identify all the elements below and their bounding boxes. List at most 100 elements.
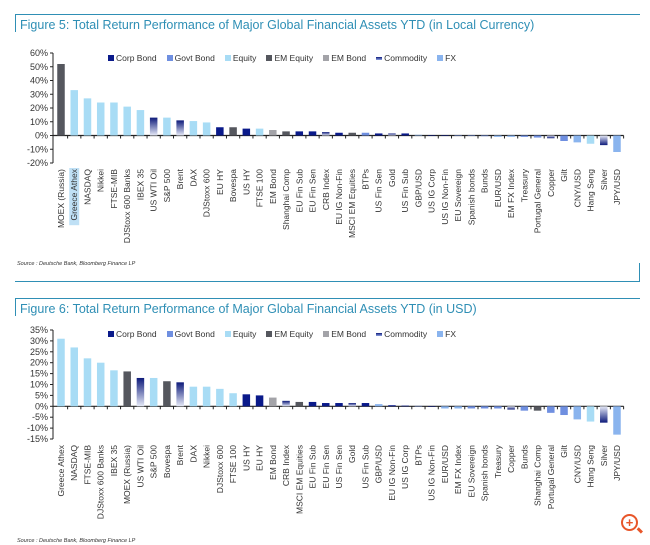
y-tick-label: 15% xyxy=(30,369,48,379)
x-tick-label: FTSE-MIB xyxy=(109,169,119,209)
legend-label: EM Equity xyxy=(274,53,314,63)
bar-eu-fin-sub xyxy=(295,131,304,136)
x-tick-label: EU Fin Sen xyxy=(321,445,331,489)
legend-item-em-bond: EM Bond xyxy=(323,329,366,339)
bar-copper xyxy=(547,135,555,139)
legend-item-equity: Equity xyxy=(224,53,257,63)
legend-swatch xyxy=(266,55,273,61)
bar-nasdaq xyxy=(83,98,92,136)
figure6-border-left xyxy=(15,298,16,316)
bar-eu-fin-sub xyxy=(308,401,317,407)
x-tick-label: EM Bond xyxy=(268,445,278,480)
legend-swatch xyxy=(323,55,330,61)
x-tick-label: JPY/USD xyxy=(612,445,622,481)
x-tick-label: Spanish bonds xyxy=(466,169,476,225)
x-tick-label: Bunds xyxy=(519,445,529,469)
x-tick-label: EM Bond xyxy=(268,169,278,204)
x-tick-label: Nikkei xyxy=(96,169,106,192)
bar-crb-index xyxy=(322,132,330,136)
bar-em-bond xyxy=(269,130,277,136)
y-tick-label: -10% xyxy=(27,423,48,433)
bar-em-fx-index xyxy=(454,406,462,409)
legend-swatch xyxy=(323,331,330,337)
x-tick-label: JPY/USD xyxy=(612,169,622,205)
legend-label: Equity xyxy=(232,53,257,63)
x-tick-label: US IG Non-Fin xyxy=(440,169,450,225)
x-tick-label: Greece Athex xyxy=(69,168,79,220)
bar-nikkei xyxy=(96,102,105,136)
x-tick-label: DJStoxx 600 Banks xyxy=(96,445,106,519)
bar-btps xyxy=(361,132,370,136)
bar-portugal-general xyxy=(533,135,542,138)
bar-eu-ig-non-fin xyxy=(335,132,343,136)
x-tick-label: Gilt xyxy=(559,444,569,457)
x-tick-label: US Fin Sen xyxy=(334,445,344,489)
x-tick-label: Treasury xyxy=(493,444,503,478)
x-tick-label: EM FX Index xyxy=(453,444,463,494)
bar-em-fx-index xyxy=(507,135,515,137)
x-tick-label: GBP/USD xyxy=(374,445,384,483)
bar-dax xyxy=(189,386,198,407)
legend-item-fx: FX xyxy=(437,53,456,63)
bar-bunds xyxy=(480,135,489,137)
bar-us-wti-oil xyxy=(136,377,145,407)
bar-us-fin-sub xyxy=(361,403,370,407)
bar-djstoxx-600 xyxy=(216,388,224,407)
x-tick-label: EUR/USD xyxy=(493,169,503,207)
x-tick-label: FTSE-MIB xyxy=(82,445,92,485)
bar-eu-hy xyxy=(255,395,264,407)
y-tick-label: 20% xyxy=(30,103,48,113)
bar-ibex-35 xyxy=(110,370,118,407)
y-tick-label: 10% xyxy=(30,380,48,390)
bar-us-hy xyxy=(242,394,251,407)
bar-nasdaq xyxy=(70,347,78,407)
legend-swatch xyxy=(108,55,114,61)
x-tick-label: EU Fin Sub xyxy=(294,169,304,213)
bar-eu-hy xyxy=(216,127,224,136)
x-tick-label: MOEX (Russia) xyxy=(122,445,132,504)
bar-djstoxx-600 xyxy=(202,122,211,136)
bar-spanish-bonds xyxy=(480,406,489,409)
bar-us-fin-sen xyxy=(374,133,383,136)
y-tick-label: 35% xyxy=(30,325,48,335)
y-tick-label: 30% xyxy=(30,89,48,99)
figure5-border-left xyxy=(15,14,16,32)
x-tick-label: EU Sovereign xyxy=(453,169,463,222)
bar-bovespa xyxy=(229,127,237,136)
figure6-source: Source : Deutsche Bank, Bloomberg Financ… xyxy=(17,538,136,544)
bar-us-fin-sen xyxy=(335,403,343,407)
bar-eu-ig-non-fin xyxy=(388,405,396,407)
x-tick-label: Nikkei xyxy=(202,445,212,468)
y-tick-label: 0% xyxy=(35,401,48,411)
x-tick-label: NASDAQ xyxy=(69,445,79,481)
bar-greece-athex xyxy=(57,338,65,407)
x-tick-label: EU HY xyxy=(255,445,265,471)
legend-label: EM Equity xyxy=(274,329,314,339)
bar-shanghai-comp xyxy=(282,131,290,136)
bar-us-wti-oil xyxy=(149,117,158,136)
x-tick-label: US IG Corp xyxy=(400,445,410,489)
legend-label: EM Bond xyxy=(331,329,367,339)
bar-copper xyxy=(507,406,515,410)
y-tick-label: 25% xyxy=(30,347,48,357)
x-tick-label: EU Sovereign xyxy=(466,445,476,498)
bar-silver xyxy=(600,135,608,146)
x-tick-label: CNY/USD xyxy=(572,445,582,483)
zoom-in-icon[interactable]: + xyxy=(621,514,638,531)
bar-jpy-usd xyxy=(613,406,621,435)
x-tick-label: S&P 500 xyxy=(162,169,172,203)
x-tick-label: US Fin Sub xyxy=(400,169,410,213)
bar-us-ig-corp xyxy=(401,405,409,407)
y-tick-label: 0% xyxy=(35,131,48,141)
bar-crb-index xyxy=(282,400,290,407)
bar-gold xyxy=(388,133,396,136)
bar-hang-seng xyxy=(586,406,595,422)
legend-label: Corp Bond xyxy=(116,53,157,63)
x-tick-label: US HY xyxy=(241,445,251,471)
figure5-border-bottom xyxy=(15,281,640,282)
legend-item-commodity: Commodity xyxy=(376,53,427,63)
bar-us-fin-sub xyxy=(401,133,409,136)
x-tick-label: DAX xyxy=(188,445,198,463)
figure6-border-top xyxy=(15,298,640,299)
